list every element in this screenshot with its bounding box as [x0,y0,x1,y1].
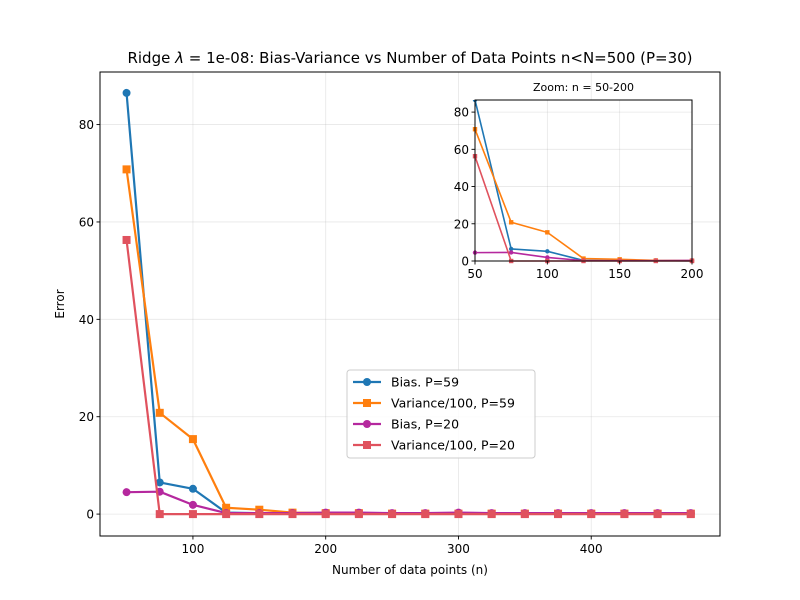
main-plot-frame [99,71,721,537]
main-series-4-point [288,510,297,519]
main-series-4-point [587,510,596,519]
inset-y-tick-label: 40 [454,180,469,194]
main-series-4-point [321,510,330,519]
main-y-tick-label: 60 [79,215,94,229]
legend-marker [363,420,371,428]
inset-series-2-point [545,230,550,235]
inset-ticks: 50 100 150 200 0 20 40 60 80 [454,106,704,281]
main-y-tick-label: 80 [79,118,94,132]
inset-plot-background [475,100,692,261]
main-series-4-point [487,510,496,519]
legend-marker [363,441,371,449]
inset-y-tick-label: 20 [454,217,469,231]
main-series-4-point [454,510,463,519]
inset-y-tick-label: 80 [454,106,469,120]
x-axis-label: Number of data points (n) [332,563,488,577]
main-series-4-point [188,510,197,519]
inset-x-tick-label: 50 [467,267,482,281]
main-series-4-point [520,510,529,519]
inset-series-3-point [508,250,514,255]
main-series-1-point [122,88,131,97]
main-series-4-point [620,510,629,519]
main-series-3-point [188,500,197,509]
main-x-tick-label: 300 [447,542,470,556]
inset-y-tick-label: 60 [454,143,469,157]
chart-title: Ridge λ = 1e-08: Bias-Variance vs Number… [127,49,692,67]
main-y-tick-label: 40 [79,313,94,327]
main-series-4-point [354,510,363,519]
main-series-4-point [421,510,430,519]
inset-series-1-point [545,249,550,254]
main-series-1-point [155,478,164,487]
legend-label: Bias, P=20 [391,417,459,432]
y-axis-label: Error [53,289,67,318]
main-series-2-point [222,503,231,512]
legend-label: Variance/100, P=59 [391,396,515,411]
main-series-4-point [122,235,131,244]
legend-marker [363,378,371,386]
legend-box [346,369,536,459]
legend-entry: Variance/100, P=59 [353,396,515,411]
main-series-2-point [188,435,197,444]
legend-entry: Bias, P=20 [353,417,459,432]
legend-label: Bias. P=59 [391,375,459,390]
inset-x-tick-label: 100 [536,267,559,281]
inset-series-1-point [508,246,514,252]
main-series-1-point [188,484,197,493]
main-series-4 [122,235,695,519]
main-series-3-point [122,488,131,497]
main-series-4-point [388,510,397,519]
inset-series-2-point [508,220,514,225]
main-x-tick-label: 200 [314,542,337,556]
main-series-4-point [554,510,563,519]
legend: Bias. P=59 Variance/100, P=59 Bias, P=20 Va… [346,369,536,459]
main-series-layer [122,88,695,519]
main-x-tick-label: 400 [580,542,603,556]
main-series-4-line [125,239,691,516]
inset-series-3-point [545,255,550,260]
inset-x-tick-label: 200 [681,267,704,281]
inset-y-tick-label: 0 [461,255,469,269]
main-series-4-point [155,510,164,519]
legend-marker [363,399,371,407]
main-series-2-point [122,165,131,174]
legend-label: Variance/100, P=20 [391,438,515,453]
inset-title: Zoom: n = 50-200 [533,81,634,94]
main-series-4-point [255,510,264,519]
main-x-tick-label: 100 [181,542,204,556]
legend-entry: Variance/100, P=20 [353,438,515,453]
legend-entry: Bias. P=59 [353,375,459,390]
main-series-4-point [686,510,695,519]
main-series-2-point [155,408,164,417]
inset-x-tick-label: 150 [608,267,631,281]
main-y-tick-label: 0 [86,508,94,522]
inset-plot-frame [474,99,693,262]
main-series-4-point [653,510,662,519]
inset-plot: 50 100 150 200 0 20 40 60 80 Zoom: n = 50-200 [454,81,704,281]
main-y-tick-label: 20 [79,410,94,424]
main-series-4-point [222,510,231,519]
